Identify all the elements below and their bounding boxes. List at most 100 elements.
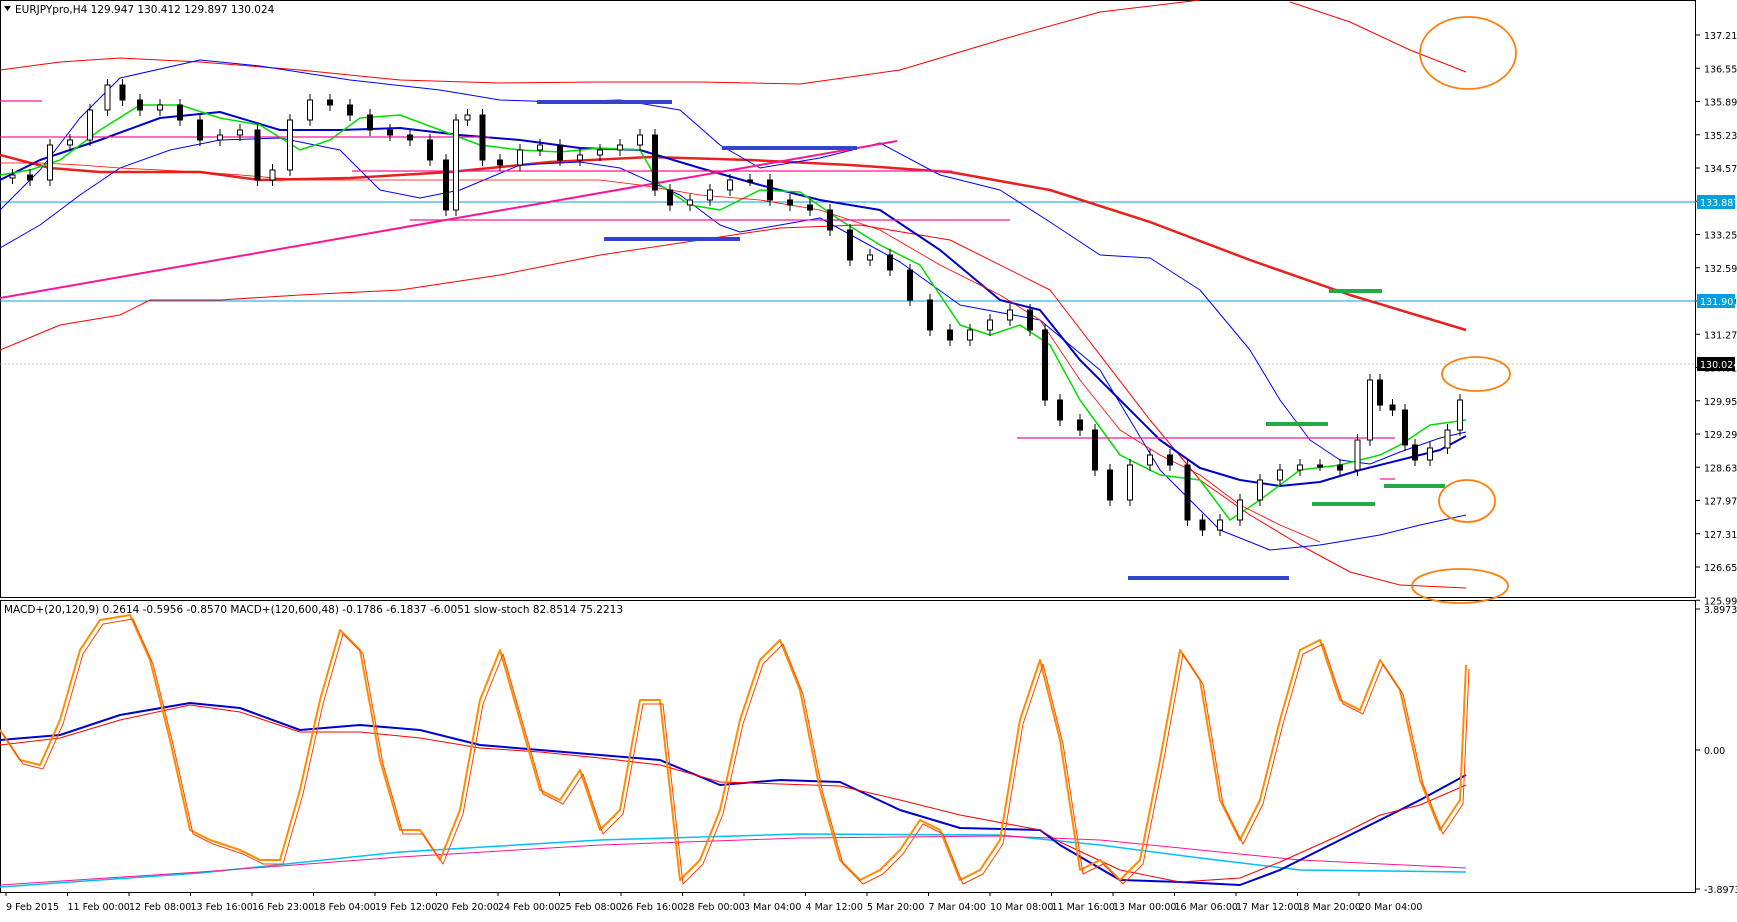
candle-bull[interactable] xyxy=(1367,379,1373,441)
candle-bear[interactable] xyxy=(1042,329,1048,401)
candle-bear[interactable] xyxy=(747,179,753,183)
indicator-panel[interactable] xyxy=(0,614,1470,888)
candle-bear[interactable] xyxy=(787,199,793,206)
candle-bear[interactable] xyxy=(767,179,773,201)
candle-bear[interactable] xyxy=(1027,309,1033,331)
highlight-circle[interactable] xyxy=(1411,568,1509,604)
candle-bull[interactable] xyxy=(1457,399,1463,431)
candle-bull[interactable] xyxy=(67,139,73,146)
candle-bear[interactable] xyxy=(197,119,203,141)
collapse-triangle-icon[interactable] xyxy=(4,6,11,11)
candle-bear[interactable] xyxy=(1184,464,1191,521)
candle-bear[interactable] xyxy=(1377,379,1383,406)
candle-bear[interactable] xyxy=(927,299,933,331)
candle-bear[interactable] xyxy=(177,104,183,121)
candle-bear[interactable] xyxy=(887,254,893,271)
candle-bull[interactable] xyxy=(1297,464,1303,471)
candle-bull[interactable] xyxy=(1237,499,1243,521)
candle-bull[interactable] xyxy=(307,99,313,121)
candle-bear[interactable] xyxy=(827,209,833,231)
candle-bull[interactable] xyxy=(464,114,471,121)
candle-bear[interactable] xyxy=(407,134,413,141)
candle-bear[interactable] xyxy=(387,129,393,136)
candle-bull[interactable] xyxy=(577,154,583,161)
candle-bear[interactable] xyxy=(1167,454,1173,466)
candle-bull[interactable] xyxy=(287,119,293,171)
candle-bear[interactable] xyxy=(947,329,953,341)
candle-bull[interactable] xyxy=(237,129,243,136)
candle-bull[interactable] xyxy=(104,84,111,111)
candle-bear[interactable] xyxy=(367,114,373,131)
highlight-circle[interactable] xyxy=(1441,356,1511,392)
candle-bear[interactable] xyxy=(1092,429,1098,471)
candle-bear[interactable] xyxy=(1317,464,1323,468)
candle-bear[interactable] xyxy=(807,204,813,211)
candle-bull[interactable] xyxy=(217,134,223,141)
time-axis: 9 Feb 2015 11 Feb 00:00 12 Feb 08:00 13 Feb… xyxy=(5,892,1422,913)
candle-bear[interactable] xyxy=(327,99,333,106)
candle-bull[interactable] xyxy=(1147,454,1153,466)
candle-bull[interactable] xyxy=(1217,519,1223,531)
candle-bull[interactable] xyxy=(687,199,693,206)
candle-bear[interactable] xyxy=(652,134,658,191)
candle-bull[interactable] xyxy=(87,109,93,141)
candle-bull[interactable] xyxy=(1277,469,1283,481)
candle-bull[interactable] xyxy=(987,319,993,331)
bollinger-upper-inner xyxy=(0,59,1467,465)
candle-bull[interactable] xyxy=(597,149,603,156)
candle-bull[interactable] xyxy=(517,149,523,166)
candle-bull[interactable] xyxy=(617,144,623,151)
candle-bear[interactable] xyxy=(1199,519,1206,531)
time-tick-label: 11 Feb 00:00 xyxy=(68,902,130,913)
candle-bull[interactable] xyxy=(1354,439,1361,471)
candle-bull[interactable] xyxy=(1427,447,1433,461)
candle-bear[interactable] xyxy=(847,229,853,261)
candle-bear[interactable] xyxy=(27,174,33,181)
candle-bear[interactable] xyxy=(427,139,433,161)
candle-bull[interactable] xyxy=(1257,479,1263,501)
candle-bull[interactable] xyxy=(637,134,643,146)
candle-bear[interactable] xyxy=(254,129,261,181)
candle-bull[interactable] xyxy=(1007,309,1013,321)
candle-bear[interactable] xyxy=(497,159,503,166)
price-axis: 137.215136.555135.895135.235134.575133.9… xyxy=(1696,31,1737,896)
candle-bear[interactable] xyxy=(1412,444,1418,461)
candle-bear[interactable] xyxy=(667,189,673,206)
time-tick-label: 19 Feb 12:00 xyxy=(375,902,437,913)
candle-bull[interactable] xyxy=(707,189,713,201)
candle-bull[interactable] xyxy=(867,254,873,261)
candle-bull[interactable] xyxy=(157,104,163,111)
candle-bear[interactable] xyxy=(443,159,449,211)
candle-bear[interactable] xyxy=(1057,399,1063,421)
candle-bear[interactable] xyxy=(1389,404,1396,411)
time-tick-label: 3 Mar 04:00 xyxy=(744,902,801,913)
candle-bull[interactable] xyxy=(537,144,543,151)
candle-bear[interactable] xyxy=(347,104,353,116)
candle-bull[interactable] xyxy=(1127,464,1133,501)
highlight-circle[interactable] xyxy=(1419,16,1517,90)
candle-bear[interactable] xyxy=(1337,464,1343,471)
candle-bull[interactable] xyxy=(47,144,53,181)
candle-bull[interactable] xyxy=(1444,429,1451,449)
candle-bull[interactable] xyxy=(453,119,459,211)
main-price-panel[interactable] xyxy=(0,0,1696,604)
price-tick-label: 136.555 xyxy=(1704,64,1737,75)
candle-bear[interactable] xyxy=(1077,419,1083,431)
candle-bull[interactable] xyxy=(269,169,276,181)
candle-bear[interactable] xyxy=(907,269,913,301)
candle-bull[interactable] xyxy=(967,329,973,341)
candle-bear[interactable] xyxy=(137,99,143,111)
candle-bear[interactable] xyxy=(1402,409,1408,446)
candle-bear[interactable] xyxy=(557,144,563,161)
candle-bull[interactable] xyxy=(727,179,733,191)
candle-bear[interactable] xyxy=(1107,469,1113,501)
candle-bull[interactable] xyxy=(9,174,16,179)
candle-bear[interactable] xyxy=(119,84,126,101)
highlight-circle[interactable] xyxy=(1438,479,1496,523)
time-tick-label: 13 Mar 00:00 xyxy=(1113,902,1176,913)
candle-bear[interactable] xyxy=(479,114,486,161)
ema-fast xyxy=(0,104,1467,521)
time-tick-label: 26 Feb 16:00 xyxy=(621,902,683,913)
